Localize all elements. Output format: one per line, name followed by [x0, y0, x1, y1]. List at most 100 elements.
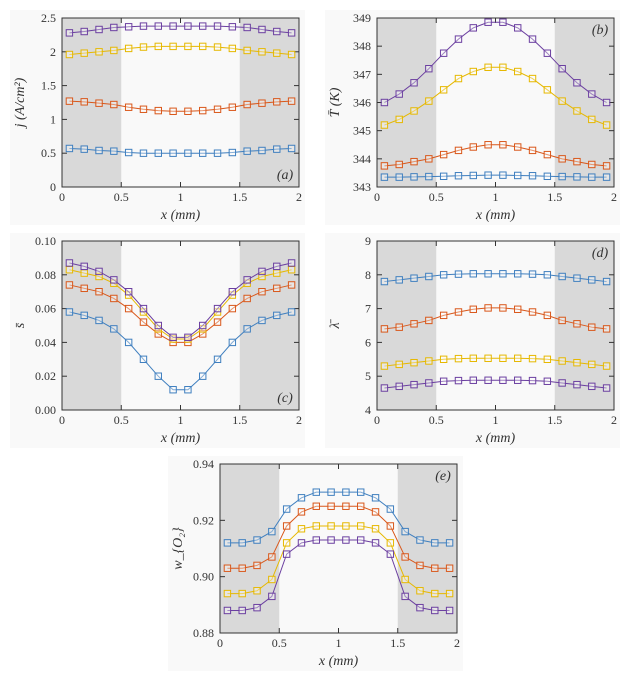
marker [96, 26, 102, 32]
marker [229, 24, 235, 30]
marker [140, 106, 146, 112]
marker [470, 144, 476, 150]
marker [515, 306, 521, 312]
marker [288, 282, 294, 288]
marker [125, 339, 131, 345]
marker [96, 289, 102, 295]
marker [288, 309, 294, 315]
ytick-label: 0.00 [35, 403, 56, 417]
marker [155, 373, 161, 379]
marker [229, 305, 235, 311]
marker [327, 503, 333, 509]
marker [274, 50, 280, 56]
marker [253, 588, 259, 594]
marker [111, 148, 117, 154]
marker [170, 150, 176, 156]
marker [381, 326, 387, 332]
marker [274, 146, 280, 152]
ytick-label: 2 [50, 45, 56, 59]
marker [500, 305, 506, 311]
marker [259, 100, 265, 106]
marker [455, 75, 461, 81]
ytick-label: 0.08 [35, 268, 56, 282]
marker [446, 590, 452, 596]
ytick-label: 2.5 [41, 11, 56, 25]
marker [372, 540, 378, 546]
marker [529, 271, 535, 277]
marker [185, 334, 191, 340]
marker [416, 588, 422, 594]
ytick-label: 1.5 [41, 79, 56, 93]
xlabel: x (mm) [475, 431, 516, 446]
marker [342, 489, 348, 495]
marker [589, 174, 595, 180]
marker [96, 49, 102, 55]
marker [200, 322, 206, 328]
marker [470, 306, 476, 312]
marker [446, 540, 452, 546]
marker [589, 361, 595, 367]
marker [411, 275, 417, 281]
marker [455, 377, 461, 383]
marker [155, 150, 161, 156]
marker [125, 45, 131, 51]
marker [111, 295, 117, 301]
marker [401, 593, 407, 599]
marker [485, 305, 491, 311]
marker [170, 43, 176, 49]
marker [170, 108, 176, 114]
marker [396, 161, 402, 167]
marker [603, 174, 609, 180]
marker [440, 173, 446, 179]
xtick-label: 1 [178, 413, 184, 427]
marker [229, 339, 235, 345]
marker [283, 540, 289, 546]
marker [559, 358, 565, 364]
marker [81, 99, 87, 105]
marker [274, 270, 280, 276]
marker [559, 98, 565, 104]
marker [544, 312, 550, 318]
marker [81, 146, 87, 152]
marker [396, 116, 402, 122]
marker [544, 272, 550, 278]
ylabel: w_{O₂} [171, 527, 186, 570]
marker [229, 45, 235, 51]
marker [446, 565, 452, 571]
ytick-label: 0.90 [193, 570, 214, 584]
marker [500, 355, 506, 361]
marker [401, 576, 407, 582]
marker [426, 156, 432, 162]
marker [200, 23, 206, 29]
marker [603, 122, 609, 128]
marker [224, 540, 230, 546]
marker [111, 326, 117, 332]
marker [426, 66, 432, 72]
marker [411, 381, 417, 387]
marker [381, 174, 387, 180]
ytick-label: 0.88 [193, 626, 214, 640]
marker [387, 506, 393, 512]
marker [529, 75, 535, 81]
marker [268, 554, 274, 560]
xtick-label: 2 [454, 636, 460, 650]
marker [440, 151, 446, 157]
marker [140, 23, 146, 29]
marker [589, 116, 595, 122]
ytick-label: 348 [353, 39, 371, 53]
panel-label: (b) [592, 23, 609, 38]
marker [239, 565, 245, 571]
marker [455, 173, 461, 179]
marker [381, 122, 387, 128]
marker [155, 107, 161, 113]
marker [224, 565, 230, 571]
marker [224, 590, 230, 596]
marker [253, 537, 259, 543]
ylabel: j (A/cm²) [13, 77, 28, 129]
panel-e: 00.511.520.880.900.920.94x (mm)w_{O₂}(e) [168, 456, 463, 671]
marker [431, 590, 437, 596]
marker [268, 593, 274, 599]
marker [589, 277, 595, 283]
marker [268, 528, 274, 534]
marker [298, 526, 304, 532]
